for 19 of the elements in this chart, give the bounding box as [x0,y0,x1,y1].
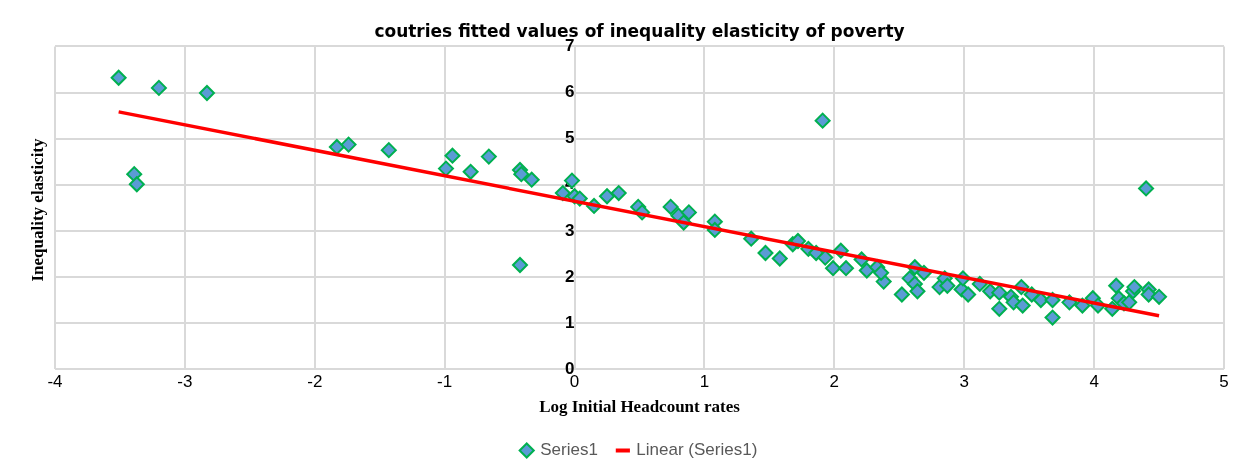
x-axis-title: Log Initial Headcount rates [539,397,741,417]
x-tick-label: 5 [1219,372,1229,392]
y-tick-label: 3 [565,220,575,240]
x-tick-label: 2 [829,372,840,392]
legend-label: Series1 [540,440,598,460]
y-tick-label: 5 [565,128,575,148]
x-tick-label: -3 [177,372,193,392]
x-tick-label: 1 [699,372,710,392]
y-axis-title: Inequality elasticity [28,138,48,282]
x-tick-label: -4 [47,372,63,392]
y-tick-label: 2 [565,266,575,286]
legend-label: Linear (Series1) [636,440,758,460]
x-tick-label: -1 [437,372,453,392]
y-tick-label: 1 [565,312,575,332]
y-tick-label: 7 [565,36,575,56]
x-tick-label: 4 [1089,372,1099,392]
y-tick-label: 6 [565,82,575,102]
x-tick-label: 3 [959,372,969,392]
x-tick-label: -2 [307,372,323,392]
